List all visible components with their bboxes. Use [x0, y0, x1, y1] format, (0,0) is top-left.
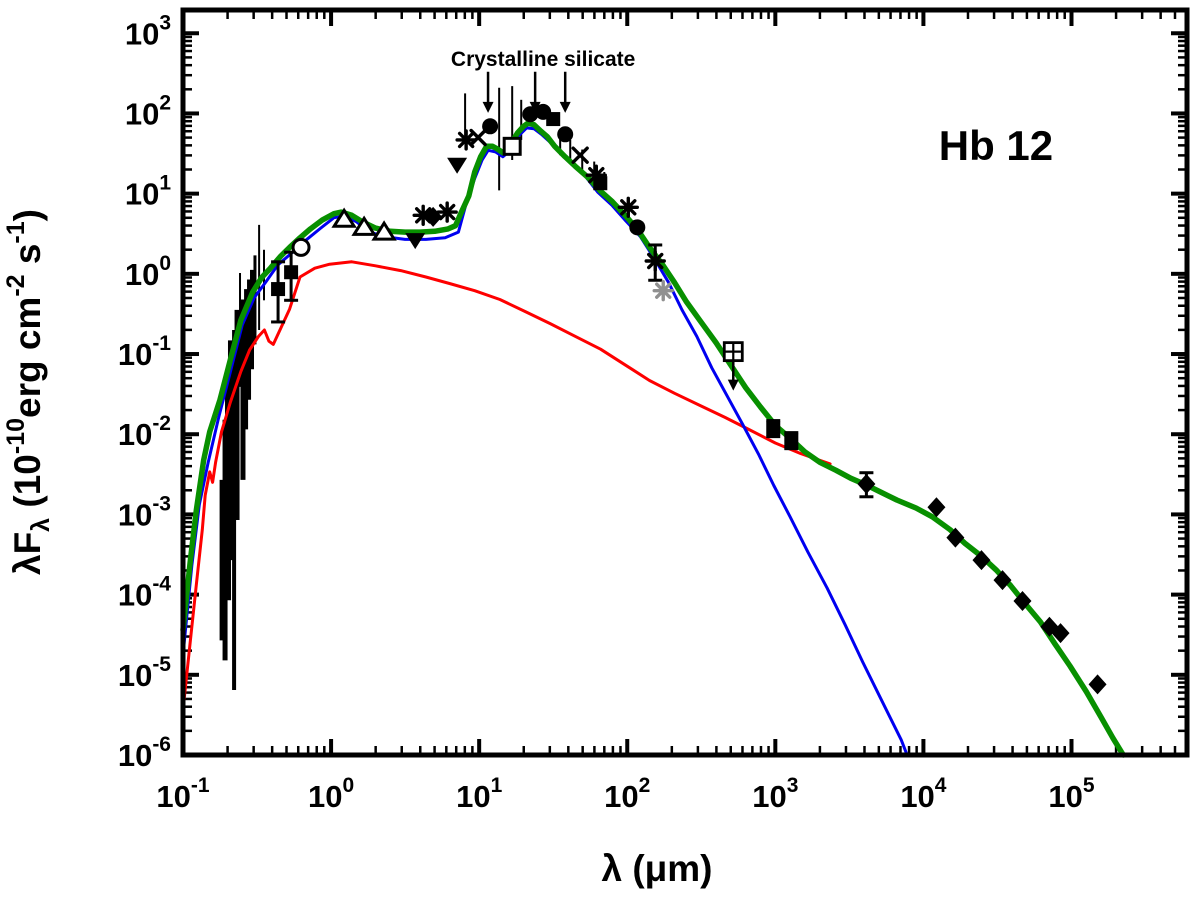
chart-title: Hb 12: [939, 122, 1053, 169]
tick-labels: 10-1 100 101 102 103 104 10510310210110010-110…: [118, 11, 1095, 814]
svg-text:10-2: 10-2: [118, 412, 171, 452]
svg-text:103: 103: [125, 11, 171, 51]
annotation-crystalline-silicate: Crystalline silicate: [451, 48, 635, 71]
svg-text:102: 102: [604, 774, 650, 814]
svg-text:10-1: 10-1: [118, 332, 171, 372]
x-axis-label: λ (μm): [601, 848, 712, 889]
model-curves: [180, 120, 1127, 758]
observed-spectrum-strokes: [219, 86, 606, 691]
data-points: [271, 103, 1107, 695]
annotation-arrows: [482, 71, 571, 113]
svg-text:101: 101: [125, 172, 171, 212]
svg-text:10-5: 10-5: [118, 653, 171, 693]
svg-text:102: 102: [125, 91, 171, 131]
y-axis-label: λFλ (10-10erg cm-2 s-1): [2, 209, 55, 575]
svg-text:10-3: 10-3: [118, 492, 171, 532]
svg-text:10-6: 10-6: [118, 733, 171, 773]
svg-text:104: 104: [900, 774, 946, 814]
svg-text:10-4: 10-4: [118, 573, 171, 613]
svg-text:10-1: 10-1: [156, 774, 209, 814]
svg-text:101: 101: [456, 774, 502, 814]
svg-text:103: 103: [752, 774, 798, 814]
svg-text:105: 105: [1048, 774, 1094, 814]
svg-text:100: 100: [308, 774, 354, 814]
plot-frame: [180, 7, 1190, 758]
svg-text:100: 100: [125, 252, 171, 292]
